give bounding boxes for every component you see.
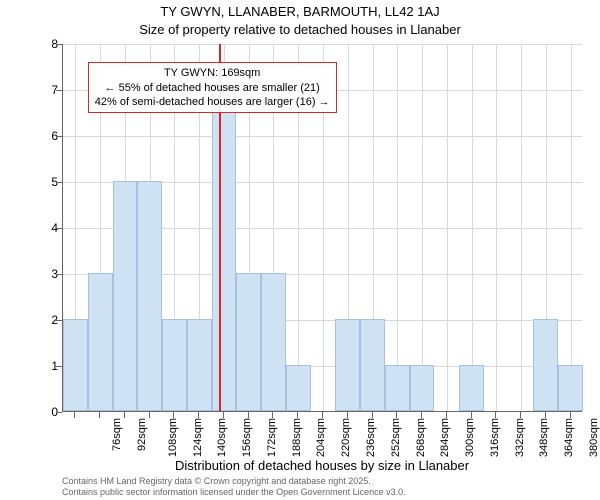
histogram-bar: [459, 365, 484, 411]
x-tick-label: 204sqm: [316, 418, 328, 457]
x-tick-label: 316sqm: [489, 418, 501, 457]
grid-line-v: [571, 44, 572, 411]
x-tick-mark: [322, 412, 323, 418]
x-axis-label: Distribution of detached houses by size …: [62, 458, 582, 473]
x-tick-label: 380sqm: [588, 418, 600, 457]
histogram-bar: [187, 319, 212, 411]
histogram-bar: [212, 89, 237, 411]
x-tick-mark: [297, 412, 298, 418]
histogram-bar: [335, 319, 360, 411]
histogram-bar: [88, 273, 113, 411]
x-tick-mark: [173, 412, 174, 418]
grid-line-v: [447, 44, 448, 411]
histogram-bar: [63, 319, 88, 411]
x-tick-label: 364sqm: [563, 418, 575, 457]
x-tick-label: 156sqm: [241, 418, 253, 457]
x-tick-mark: [272, 412, 273, 418]
y-tick-mark: [56, 228, 62, 229]
y-tick-mark: [56, 274, 62, 275]
x-tick-mark: [520, 412, 521, 418]
y-tick-mark: [56, 44, 62, 45]
x-tick-mark: [124, 412, 125, 418]
y-tick-label: 1: [28, 359, 58, 373]
x-tick-label: 124sqm: [192, 418, 204, 457]
annotation-line: ← 55% of detached houses are smaller (21…: [95, 81, 330, 95]
y-tick-label: 5: [28, 175, 58, 189]
y-tick-mark: [56, 412, 62, 413]
histogram-bar: [558, 365, 583, 411]
x-tick-mark: [495, 412, 496, 418]
histogram-bar: [533, 319, 558, 411]
attribution-footer: Contains HM Land Registry data © Crown c…: [62, 476, 406, 498]
plot-area: TY GWYN: 169sqm← 55% of detached houses …: [62, 44, 582, 412]
histogram-bar: [385, 365, 410, 411]
annotation-line: 42% of semi-detached houses are larger (…: [95, 95, 330, 109]
x-tick-mark: [545, 412, 546, 418]
x-tick-label: 108sqm: [167, 418, 179, 457]
y-tick-label: 0: [28, 405, 58, 419]
x-tick-label: 236sqm: [365, 418, 377, 457]
histogram-bar: [137, 181, 162, 411]
x-tick-label: 332sqm: [514, 418, 526, 457]
histogram-bar: [236, 273, 261, 411]
x-tick-mark: [74, 412, 75, 418]
x-tick-label: 76sqm: [111, 418, 123, 451]
annotation-box: TY GWYN: 169sqm← 55% of detached houses …: [88, 62, 337, 113]
grid-line-v: [496, 44, 497, 411]
y-tick-label: 3: [28, 267, 58, 281]
y-tick-mark: [56, 366, 62, 367]
x-tick-mark: [471, 412, 472, 418]
y-tick-mark: [56, 136, 62, 137]
x-tick-label: 268sqm: [415, 418, 427, 457]
grid-line-v: [521, 44, 522, 411]
x-tick-mark: [248, 412, 249, 418]
y-tick-label: 2: [28, 313, 58, 327]
x-tick-label: 252sqm: [390, 418, 402, 457]
x-tick-mark: [149, 412, 150, 418]
grid-line-v: [472, 44, 473, 411]
x-tick-label: 284sqm: [439, 418, 451, 457]
y-tick-label: 8: [28, 37, 58, 51]
x-tick-label: 92sqm: [136, 418, 148, 451]
histogram-bar: [410, 365, 435, 411]
x-tick-label: 172sqm: [266, 418, 278, 457]
chart-title-line1: TY GWYN, LLANABER, BARMOUTH, LL42 1AJ: [0, 4, 600, 19]
x-tick-mark: [347, 412, 348, 418]
histogram-bar: [162, 319, 187, 411]
y-tick-mark: [56, 182, 62, 183]
y-tick-mark: [56, 320, 62, 321]
y-tick-label: 7: [28, 83, 58, 97]
x-tick-label: 220sqm: [340, 418, 352, 457]
x-tick-mark: [99, 412, 100, 418]
footer-line1: Contains HM Land Registry data © Crown c…: [62, 476, 406, 487]
x-tick-mark: [570, 412, 571, 418]
footer-line2: Contains public sector information licen…: [62, 487, 406, 498]
x-tick-mark: [198, 412, 199, 418]
histogram-bar: [360, 319, 385, 411]
y-tick-mark: [56, 90, 62, 91]
x-tick-label: 348sqm: [538, 418, 550, 457]
x-tick-label: 188sqm: [291, 418, 303, 457]
y-tick-label: 4: [28, 221, 58, 235]
x-tick-mark: [421, 412, 422, 418]
y-tick-label: 6: [28, 129, 58, 143]
x-tick-mark: [223, 412, 224, 418]
x-tick-mark: [396, 412, 397, 418]
x-tick-label: 300sqm: [464, 418, 476, 457]
chart-title-line2: Size of property relative to detached ho…: [0, 22, 600, 37]
grid-line-v: [422, 44, 423, 411]
annotation-line: TY GWYN: 169sqm: [95, 66, 330, 80]
x-tick-mark: [446, 412, 447, 418]
grid-line-v: [397, 44, 398, 411]
x-tick-label: 140sqm: [217, 418, 229, 457]
histogram-bar: [261, 273, 286, 411]
histogram-bar: [286, 365, 311, 411]
histogram-bar: [113, 181, 138, 411]
x-tick-mark: [372, 412, 373, 418]
